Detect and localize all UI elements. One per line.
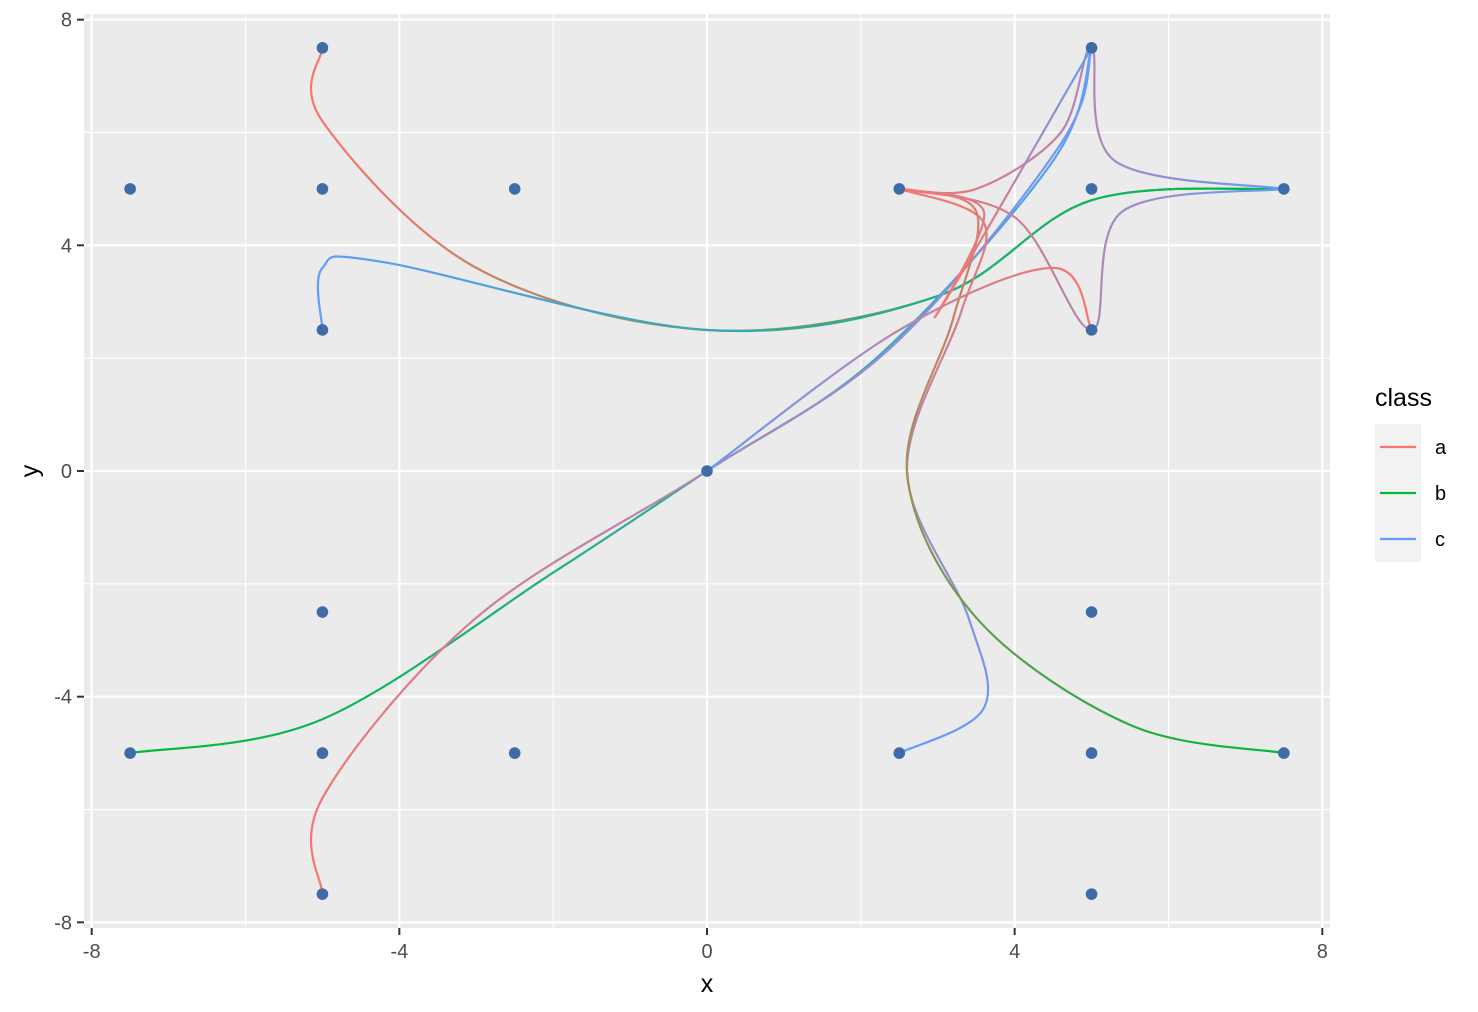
data-point <box>1278 183 1290 195</box>
data-point <box>1085 42 1098 54</box>
legend-title: class <box>1375 384 1432 412</box>
data-point <box>1278 747 1290 759</box>
data-point <box>124 747 136 759</box>
y-tick-label: -4 <box>54 687 72 709</box>
edge-curve <box>316 187 1284 333</box>
data-point <box>1085 888 1098 900</box>
data-point <box>893 747 906 759</box>
legend: class a b c <box>1375 384 1447 562</box>
data-point <box>1085 747 1098 759</box>
data-point <box>316 183 329 195</box>
data-point <box>893 183 906 195</box>
y-axis-title: y <box>16 464 44 477</box>
data-point <box>124 183 136 195</box>
y-axis: -8 -4 0 4 8 <box>54 10 84 934</box>
edge-curve <box>706 266 1093 472</box>
legend-label: c <box>1435 529 1445 551</box>
x-tick-label: -8 <box>83 941 101 963</box>
data-point <box>1085 324 1098 336</box>
x-tick-label: 4 <box>1009 941 1020 963</box>
y-tick-label: -8 <box>54 912 72 934</box>
data-point <box>316 888 329 900</box>
data-point <box>508 747 521 759</box>
x-axis: -8 -4 0 4 8 <box>83 928 1328 963</box>
legend-label: b <box>1435 483 1446 505</box>
data-point <box>701 465 713 477</box>
x-tick-label: -4 <box>390 941 408 963</box>
x-tick-label: 8 <box>1317 941 1328 963</box>
x-axis-title: x <box>701 970 714 998</box>
y-tick-label: 4 <box>61 235 72 257</box>
data-point <box>316 747 329 759</box>
edge-curve <box>898 187 1285 755</box>
data-point <box>508 183 521 195</box>
y-tick-label: 8 <box>61 10 72 32</box>
y-tick-label: 0 <box>61 461 72 483</box>
data-point <box>316 42 329 54</box>
data-point <box>1085 606 1098 618</box>
edge-curve <box>899 46 1285 195</box>
data-point <box>316 606 329 618</box>
data-point <box>1085 183 1098 195</box>
data-points <box>124 42 1290 900</box>
data-point <box>316 324 329 336</box>
legend-label: a <box>1435 437 1447 459</box>
edge-curve <box>899 47 1093 319</box>
x-tick-label: 0 <box>701 941 712 963</box>
